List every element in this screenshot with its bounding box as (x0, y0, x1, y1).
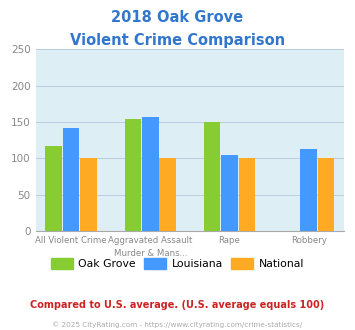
Text: Robbery: Robbery (291, 236, 327, 245)
Bar (142, 117, 159, 231)
Text: Aggravated Assault: Aggravated Assault (108, 236, 192, 245)
Bar (204, 122, 220, 231)
Bar (318, 158, 334, 231)
Bar (300, 149, 317, 231)
Bar (239, 158, 255, 231)
Text: © 2025 CityRating.com - https://www.cityrating.com/crime-statistics/: © 2025 CityRating.com - https://www.city… (53, 322, 302, 328)
Bar (125, 119, 141, 231)
Text: Compared to U.S. average. (U.S. average equals 100): Compared to U.S. average. (U.S. average … (31, 300, 324, 310)
Bar (63, 128, 80, 231)
Text: 2018 Oak Grove: 2018 Oak Grove (111, 10, 244, 25)
Text: All Violent Crime: All Violent Crime (36, 236, 107, 245)
Bar (221, 155, 238, 231)
Text: Murder & Mans...: Murder & Mans... (114, 249, 187, 258)
Text: Rape: Rape (219, 236, 240, 245)
Bar (45, 146, 62, 231)
Text: Violent Crime Comparison: Violent Crime Comparison (70, 33, 285, 48)
Bar (80, 158, 97, 231)
Legend: Oak Grove, Louisiana, National: Oak Grove, Louisiana, National (47, 254, 308, 274)
Bar (159, 158, 176, 231)
